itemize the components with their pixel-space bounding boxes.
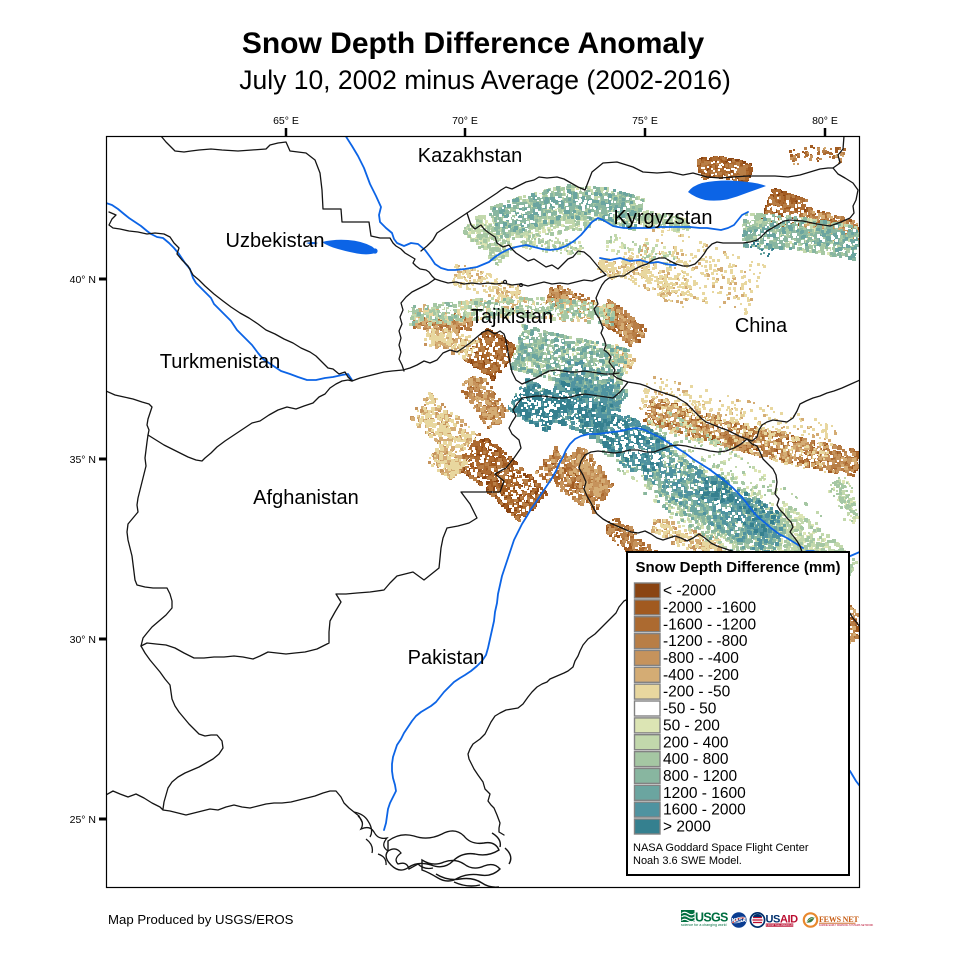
svg-text:800 - 1200: 800 - 1200 <box>663 768 737 785</box>
svg-text:-2000 - -1600: -2000 - -1600 <box>663 600 756 617</box>
svg-text:-200 - -50: -200 - -50 <box>663 684 731 701</box>
svg-text:FROM THE AMERICAN PEOPLE: FROM THE AMERICAN PEOPLE <box>766 923 805 927</box>
svg-text:NASA: NASA <box>731 918 746 924</box>
svg-text:-800 - -400: -800 - -400 <box>663 650 739 667</box>
svg-text:-400 - -200: -400 - -200 <box>663 667 739 684</box>
svg-text:400 - 800: 400 - 800 <box>663 751 729 768</box>
svg-text:65° E: 65° E <box>273 115 299 127</box>
svg-text:Turkmenistan: Turkmenistan <box>160 351 280 373</box>
svg-text:July 10, 2002 minus Average (2: July 10, 2002 minus Average (2002-2016) <box>239 65 731 95</box>
svg-text:70° E: 70° E <box>452 115 478 127</box>
svg-text:China: China <box>735 315 788 337</box>
svg-text:-50 - 50: -50 - 50 <box>663 701 717 718</box>
svg-text:Noah 3.6 SWE Model.: Noah 3.6 SWE Model. <box>633 855 742 867</box>
svg-text:200 - 400: 200 - 400 <box>663 734 729 751</box>
svg-text:Map Produced by USGS/EROS: Map Produced by USGS/EROS <box>108 912 294 927</box>
svg-text:1600 - 2000: 1600 - 2000 <box>663 802 746 819</box>
svg-text:FEWS NET: FEWS NET <box>819 915 859 924</box>
svg-text:80° E: 80° E <box>812 115 838 127</box>
svg-text:USAID: USAID <box>766 914 799 926</box>
svg-text:USGS: USGS <box>695 911 728 925</box>
svg-text:25° N: 25° N <box>70 814 96 826</box>
svg-text:NASA Goddard Space Flight Cent: NASA Goddard Space Flight Center <box>633 842 809 854</box>
svg-text:science for a changing world: science for a changing world <box>681 923 727 927</box>
svg-text:> 2000: > 2000 <box>663 819 711 836</box>
svg-text:FAMINE EARLY WARNING SYSTEMS N: FAMINE EARLY WARNING SYSTEMS NETWORK <box>819 924 874 927</box>
svg-text:Snow Depth Difference (mm): Snow Depth Difference (mm) <box>635 559 840 576</box>
svg-text:Uzbekistan: Uzbekistan <box>226 230 325 252</box>
svg-text:Snow Depth Difference Anomaly: Snow Depth Difference Anomaly <box>242 27 705 60</box>
svg-text:-1200 - -800: -1200 - -800 <box>663 633 748 650</box>
svg-text:50 - 200: 50 - 200 <box>663 718 720 735</box>
svg-text:1200 - 1600: 1200 - 1600 <box>663 785 746 802</box>
svg-text:30° N: 30° N <box>70 634 96 646</box>
svg-text:Kazakhstan: Kazakhstan <box>418 145 523 167</box>
svg-text:-1600 - -1200: -1600 - -1200 <box>663 616 756 633</box>
svg-text:40° N: 40° N <box>70 274 96 286</box>
svg-text:Afghanistan: Afghanistan <box>253 487 359 509</box>
svg-text:75° E: 75° E <box>632 115 658 127</box>
svg-text:Pakistan: Pakistan <box>408 647 485 669</box>
svg-text:Kyrgyzstan: Kyrgyzstan <box>614 207 713 229</box>
svg-text:< -2000: < -2000 <box>663 583 716 600</box>
svg-text:35° N: 35° N <box>70 454 96 466</box>
svg-text:Tajikistan: Tajikistan <box>471 306 553 328</box>
